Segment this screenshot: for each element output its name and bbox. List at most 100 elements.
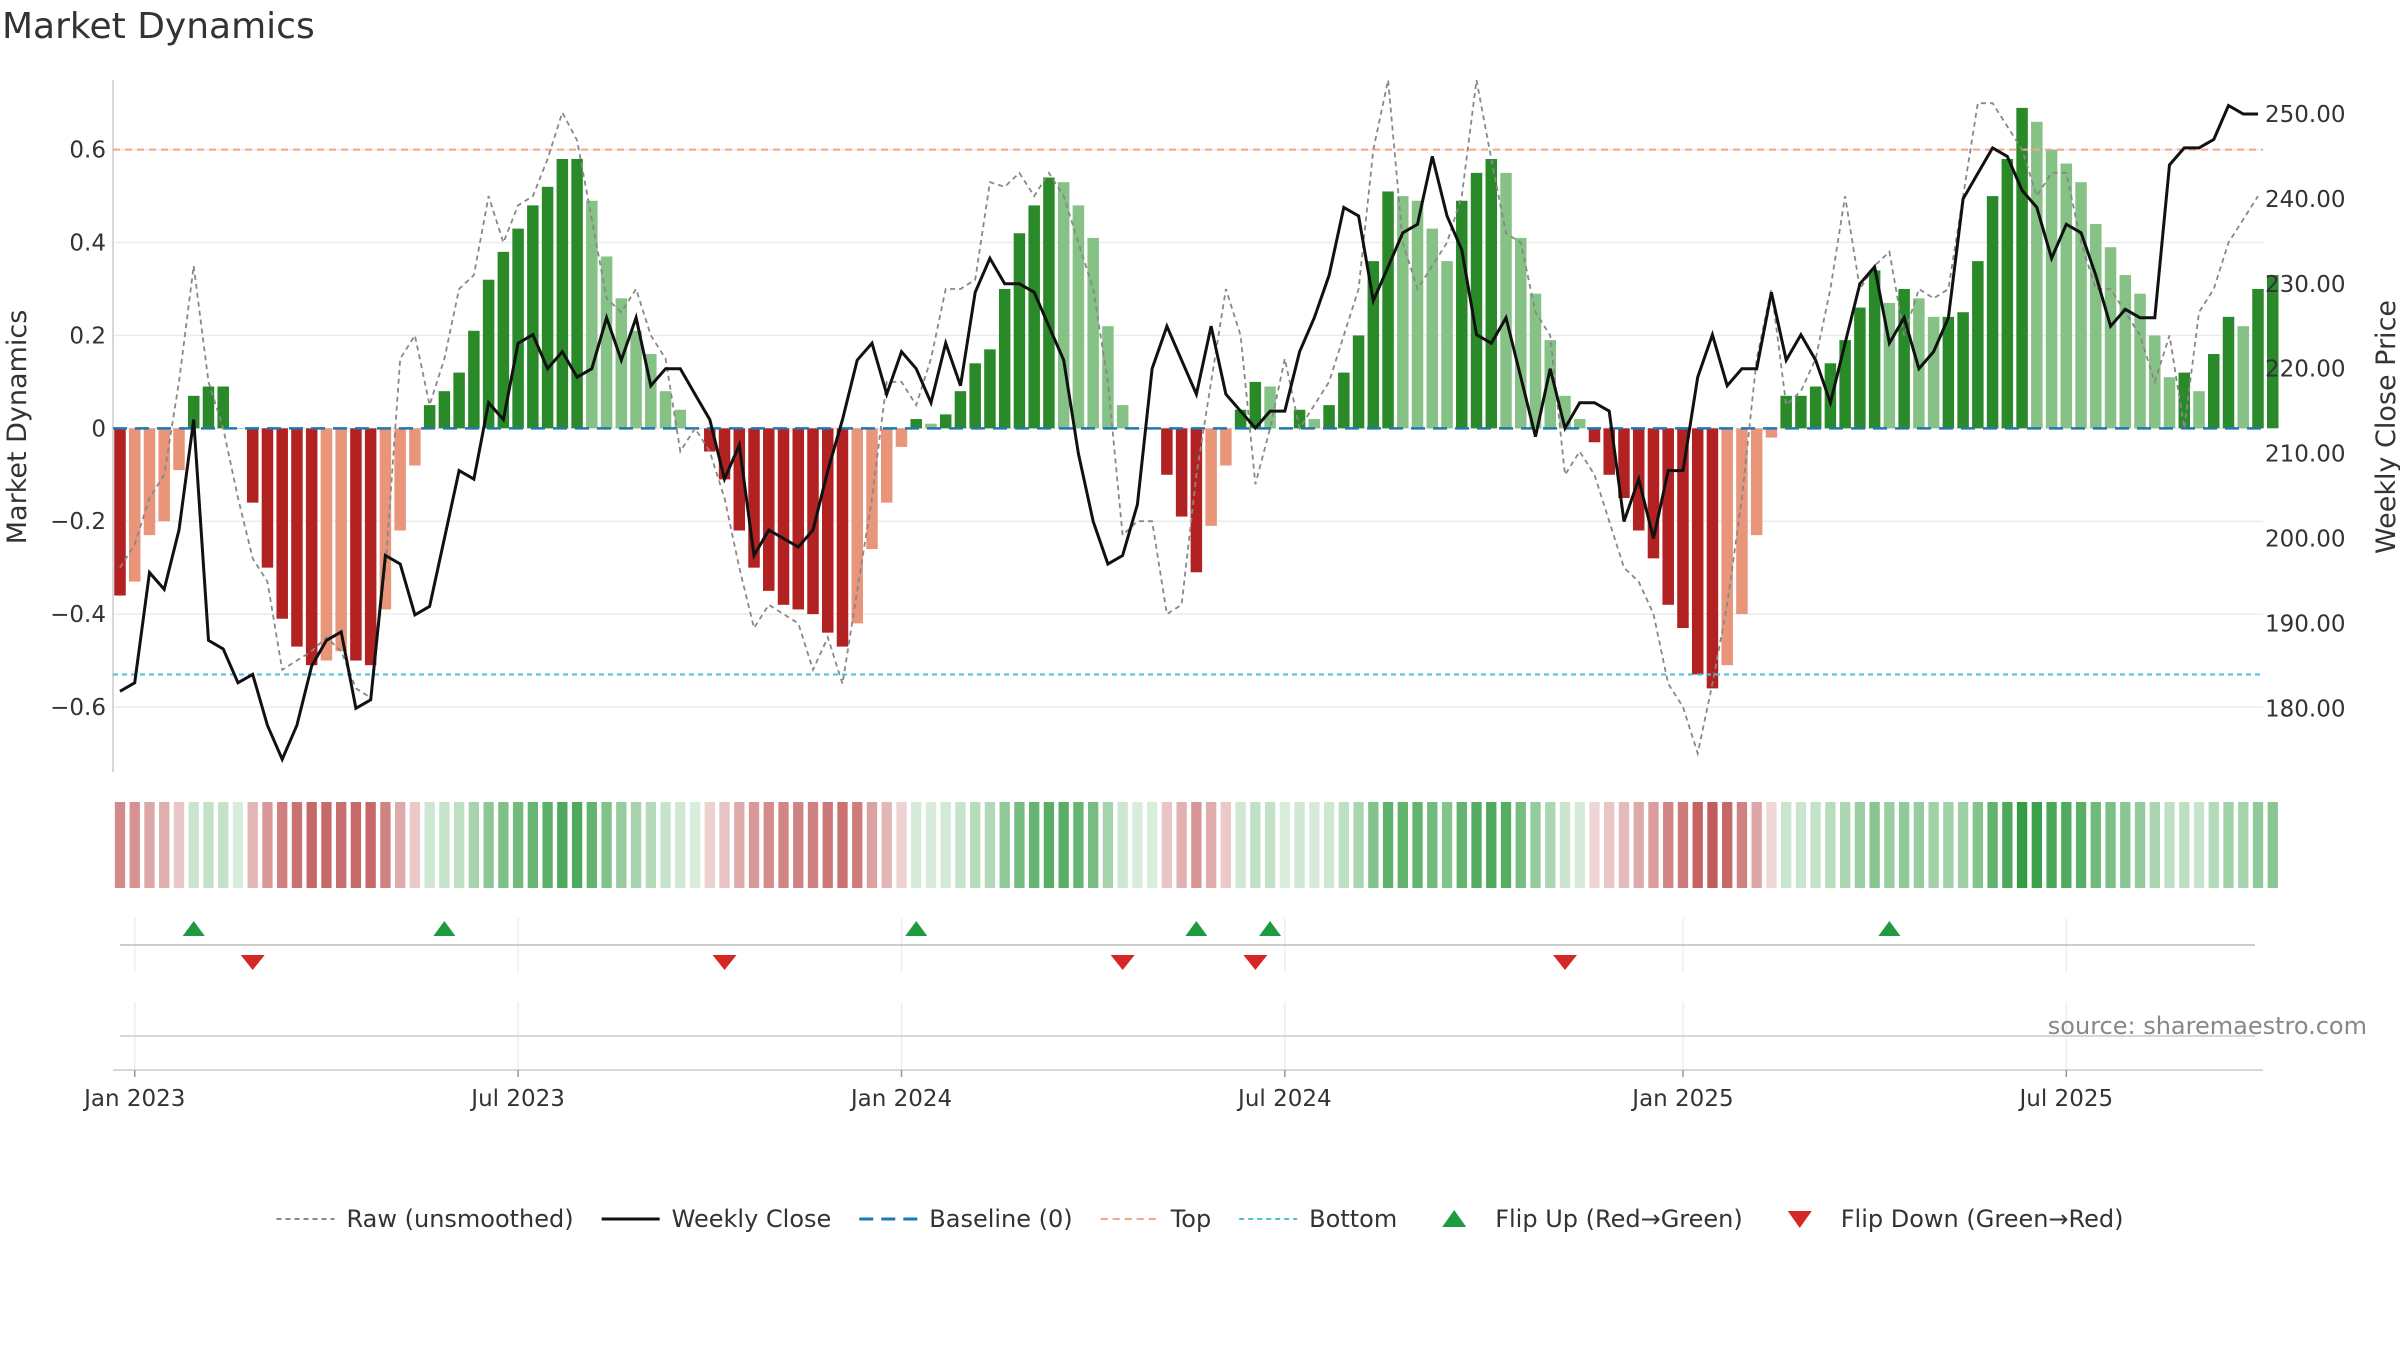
x-axis-ticks: Jan 2023 Jul 2023 Jan 2024 Jul 2024 Jan 2025… — [82, 1070, 2113, 1112]
right-tick-label: 250.00 — [2265, 102, 2345, 128]
flip-panel — [120, 918, 2255, 972]
regime-cell — [380, 802, 391, 888]
dynamics-bar — [1072, 205, 1085, 429]
x-tick-label: Jan 2023 — [82, 1086, 185, 1112]
dynamics-bar — [600, 256, 613, 429]
dynamics-bar — [777, 428, 790, 605]
regime-cell — [1736, 802, 1748, 888]
regime-cell — [2149, 802, 2160, 888]
dynamics-bar — [173, 428, 185, 471]
regime-cell — [173, 802, 185, 888]
dynamics-bar — [2104, 247, 2117, 429]
dynamics-bar — [1116, 405, 1129, 429]
regime-cell — [394, 802, 406, 888]
left-tick-label: 0.2 — [69, 323, 106, 349]
regime-cell — [2031, 802, 2042, 888]
dynamics-bar — [482, 279, 495, 429]
x-tick-label: Jan 2024 — [849, 1086, 952, 1112]
regime-cell — [232, 802, 244, 888]
regime-cell — [1722, 802, 1733, 888]
dynamics-bar — [1677, 428, 1689, 629]
legend-swatch-flip-up — [1442, 1210, 1467, 1227]
left-tick-label: 0 — [91, 416, 106, 442]
regime-cell — [852, 802, 863, 888]
right-axis-ticks: 180.00 190.00 200.00 210.00 220.00 230.00 240.… — [2265, 102, 2345, 722]
dynamics-bar — [1795, 395, 1807, 429]
dynamics-bar — [2178, 372, 2191, 429]
regime-cell — [837, 802, 848, 888]
dynamics-bar — [1942, 316, 1955, 429]
dynamics-bar — [291, 428, 303, 647]
dynamics-bar — [674, 409, 687, 429]
flip-up-marker — [1259, 921, 1282, 936]
regime-cell — [2193, 802, 2205, 888]
regime-cell — [1235, 802, 1246, 888]
dynamics-bar — [984, 349, 996, 429]
regime-cell — [1663, 802, 1674, 888]
dynamics-bar — [1352, 335, 1365, 429]
dynamics-bar — [2163, 377, 2176, 429]
dynamics-bar — [232, 428, 244, 429]
dynamics-bars — [114, 107, 2279, 689]
dynamics-bar — [586, 200, 598, 429]
dynamics-bar — [1367, 261, 1380, 429]
regime-cell — [1633, 802, 1644, 888]
dynamics-bar — [1087, 237, 1099, 429]
dynamics-bar — [1559, 395, 1571, 429]
dynamics-bar — [497, 251, 510, 429]
bottom-panel: source: sharemaestro.com — [113, 1002, 2367, 1071]
dynamics-bar — [1854, 307, 1866, 429]
regime-cell — [1368, 802, 1379, 888]
x-tick-label: Jul 2024 — [1236, 1086, 1332, 1112]
dynamics-bar — [1441, 261, 1453, 429]
right-tick-label: 230.00 — [2265, 272, 2345, 298]
legend-label: Baseline (0) — [929, 1205, 1072, 1233]
regime-cell — [2223, 802, 2234, 888]
regime-cell — [1323, 802, 1335, 888]
regime-cell — [793, 802, 804, 888]
regime-cell — [1338, 802, 1349, 888]
dynamics-bar — [1485, 158, 1498, 429]
regime-cell — [1058, 802, 1069, 888]
dynamics-bar — [939, 414, 952, 429]
regime-cell — [1412, 802, 1423, 888]
dynamics-bar — [1588, 428, 1601, 443]
regime-cell — [557, 802, 568, 888]
regime-cell — [1471, 802, 1482, 888]
dynamics-bar — [1293, 409, 1306, 429]
regime-cell — [1146, 802, 1158, 888]
dynamics-bar — [1603, 428, 1615, 475]
legend-label: Raw (unsmoothed) — [347, 1205, 574, 1233]
regime-cell — [1191, 802, 1202, 888]
dynamics-bar — [143, 428, 156, 536]
regime-cell — [2002, 802, 2013, 888]
dynamics-bar — [2252, 288, 2264, 429]
regime-cell — [1677, 802, 1689, 888]
dynamics-bar — [1028, 205, 1040, 429]
regime-cell — [748, 802, 760, 888]
regime-cell — [704, 802, 715, 888]
regime-cell — [2105, 802, 2116, 888]
regime-cell — [262, 802, 273, 888]
dynamics-bar — [1529, 293, 1542, 429]
dynamics-bar — [998, 288, 1011, 429]
dynamics-bar — [409, 428, 421, 466]
dynamics-bar — [1750, 428, 1763, 536]
dynamics-bar — [2237, 326, 2250, 429]
regime-cell — [970, 802, 981, 888]
regime-cell — [1987, 802, 1998, 888]
regime-cell — [1087, 802, 1099, 888]
regime-cell — [2090, 802, 2101, 888]
x-tick-label: Jan 2025 — [1630, 1086, 1733, 1112]
dynamics-bar — [468, 330, 480, 429]
dynamics-bar — [1721, 428, 1733, 666]
dynamics-bar — [187, 395, 200, 429]
legend-label: Flip Down (Green→Red) — [1841, 1205, 2124, 1233]
regime-cell — [1176, 802, 1187, 888]
regime-cell — [911, 802, 922, 888]
flip-down-marker — [1243, 955, 1268, 970]
regime-cell — [188, 802, 199, 888]
regime-cell — [512, 802, 524, 888]
regime-cell — [1205, 802, 1217, 888]
